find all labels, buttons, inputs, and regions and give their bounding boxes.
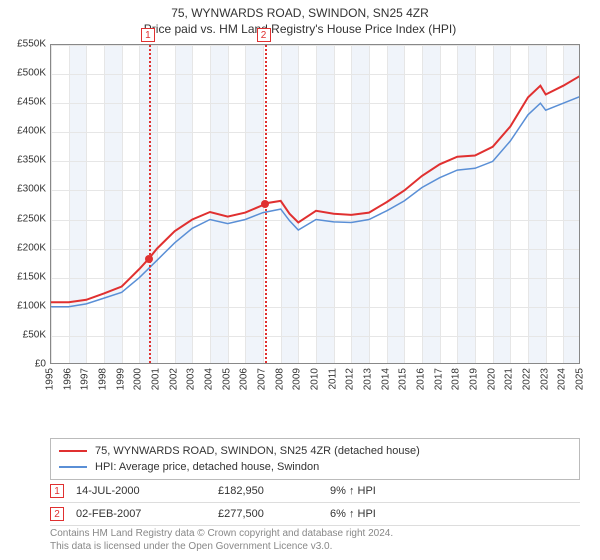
legend-swatch — [59, 450, 87, 452]
y-axis-label: £100K — [17, 300, 46, 311]
y-axis-label: £350K — [17, 155, 46, 166]
x-axis-label: 2021 — [504, 368, 515, 390]
y-axis-label: £450K — [17, 97, 46, 108]
x-axis-label: 2023 — [539, 368, 550, 390]
price-chart: 1995199619971998199920002001200220032004… — [50, 44, 580, 402]
x-axis-label: 2020 — [486, 368, 497, 390]
sales-row: 1 14-JUL-2000 £182,950 9% ↑ HPI — [50, 480, 580, 503]
x-axis-label: 2004 — [204, 368, 215, 390]
x-axis-label: 2006 — [239, 368, 250, 390]
x-axis-label: 2025 — [575, 368, 586, 390]
y-axis-label: £300K — [17, 184, 46, 195]
legend-swatch — [59, 466, 87, 468]
sales-table: 1 14-JUL-2000 £182,950 9% ↑ HPI 2 02-FEB-2007… — [50, 480, 580, 526]
x-axis-label: 2012 — [345, 368, 356, 390]
x-axis-label: 2001 — [151, 368, 162, 390]
x-axis-label: 2011 — [327, 368, 338, 390]
sales-row: 2 02-FEB-2007 £277,500 6% ↑ HPI — [50, 503, 580, 526]
y-axis-label: £200K — [17, 242, 46, 253]
x-axis-label: 2019 — [469, 368, 480, 390]
sales-row-badge: 1 — [50, 484, 64, 498]
x-axis-label: 1998 — [98, 368, 109, 390]
sales-row-price: £182,950 — [218, 485, 318, 497]
legend-item: 75, WYNWARDS ROAD, SWINDON, SN25 4ZR (de… — [59, 443, 571, 459]
x-axis-label: 1999 — [115, 368, 126, 390]
x-axis-label: 2008 — [274, 368, 285, 390]
x-axis-label: 2005 — [221, 368, 232, 390]
x-axis-label: 2017 — [433, 368, 444, 390]
y-axis-label: £250K — [17, 213, 46, 224]
sales-row-badge: 2 — [50, 507, 64, 521]
x-axis-label: 2013 — [363, 368, 374, 390]
x-axis-label: 2024 — [557, 368, 568, 390]
page-subtitle: Price paid vs. HM Land Registry's House … — [0, 22, 600, 36]
x-axis-label: 2002 — [168, 368, 179, 390]
x-axis-label: 1996 — [62, 368, 73, 390]
x-axis-label: 2009 — [292, 368, 303, 390]
attribution-line1: Contains HM Land Registry data © Crown c… — [50, 528, 580, 541]
sale-badge-1: 1 — [141, 28, 155, 42]
page-title: 75, WYNWARDS ROAD, SWINDON, SN25 4ZR — [0, 6, 600, 20]
x-axis-label: 2007 — [257, 368, 268, 390]
x-axis-label: 1997 — [80, 368, 91, 390]
x-axis-label: 2000 — [133, 368, 144, 390]
x-axis-label: 2015 — [398, 368, 409, 390]
x-axis-label: 2010 — [310, 368, 321, 390]
sales-row-date: 14-JUL-2000 — [76, 485, 206, 497]
series-price_paid — [51, 75, 580, 302]
legend-label: 75, WYNWARDS ROAD, SWINDON, SN25 4ZR (de… — [95, 445, 420, 457]
sales-row-date: 02-FEB-2007 — [76, 508, 206, 520]
x-axis-label: 2018 — [451, 368, 462, 390]
series-hpi — [51, 96, 580, 307]
attribution-line2: This data is licensed under the Open Gov… — [50, 541, 580, 554]
x-axis-label: 2022 — [522, 368, 533, 390]
y-axis-label: £400K — [17, 126, 46, 137]
y-axis-label: £550K — [17, 39, 46, 50]
x-axis-label: 2014 — [380, 368, 391, 390]
y-axis-label: £150K — [17, 271, 46, 282]
x-axis-label: 2003 — [186, 368, 197, 390]
legend-item: HPI: Average price, detached house, Swin… — [59, 459, 571, 475]
x-axis-label: 1995 — [45, 368, 56, 390]
y-axis-label: £50K — [23, 329, 46, 340]
chart-legend: 75, WYNWARDS ROAD, SWINDON, SN25 4ZR (de… — [50, 438, 580, 480]
attribution-text: Contains HM Land Registry data © Crown c… — [50, 528, 580, 553]
sales-row-price: £277,500 — [218, 508, 318, 520]
sale-badge-2: 2 — [257, 28, 271, 42]
sales-row-hpi: 6% ↑ HPI — [330, 508, 580, 520]
sale-dot-1 — [145, 255, 153, 263]
sale-dot-2 — [261, 200, 269, 208]
sales-row-hpi: 9% ↑ HPI — [330, 485, 580, 497]
legend-label: HPI: Average price, detached house, Swin… — [95, 461, 319, 473]
chart-lines-svg — [51, 45, 580, 364]
chart-plot-area — [50, 44, 580, 364]
x-axis-label: 2016 — [416, 368, 427, 390]
y-axis-label: £500K — [17, 68, 46, 79]
y-axis-label: £0 — [35, 359, 46, 370]
